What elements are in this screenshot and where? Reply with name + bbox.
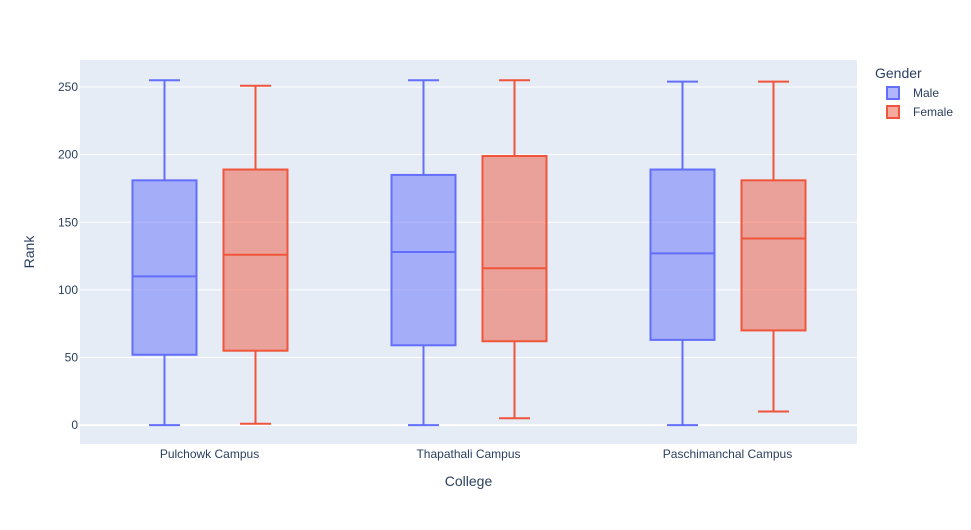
- y-tick-label: 250: [58, 80, 78, 94]
- legend-label: Female: [913, 105, 953, 119]
- legend-item-female[interactable]: Female: [886, 105, 953, 119]
- iqr-box: [222, 168, 289, 352]
- iqr-box: [740, 179, 807, 332]
- x-tick-label: Thapathali Campus: [416, 447, 520, 461]
- legend-item-male[interactable]: Male: [886, 86, 939, 100]
- iqr-box: [390, 173, 457, 347]
- box-male-1[interactable]: [390, 79, 457, 427]
- iqr-box: [481, 155, 548, 343]
- y-tick-labels: 0 50 100 150 200 250: [58, 80, 78, 432]
- y-tick-label: 200: [58, 148, 78, 162]
- x-axis-title: College: [445, 473, 493, 489]
- y-tick-label: 150: [58, 215, 78, 229]
- box-female-1[interactable]: [481, 79, 548, 420]
- box-female-0[interactable]: [222, 84, 289, 425]
- legend-swatch: [886, 86, 900, 100]
- y-tick-label: 0: [71, 418, 78, 432]
- box-female-2[interactable]: [740, 80, 807, 413]
- y-axis-title: Rank: [21, 235, 37, 269]
- x-tick-label: Paschimanchal Campus: [663, 447, 792, 461]
- legend-label: Male: [913, 86, 939, 100]
- plot-background: [80, 60, 857, 444]
- legend-title: Gender: [875, 65, 922, 81]
- y-tick-label: 100: [58, 283, 78, 297]
- legend-items[interactable]: Male Female: [886, 86, 953, 119]
- iqr-box: [649, 168, 716, 341]
- y-tick-label: 50: [65, 350, 79, 364]
- x-tick-label: Pulchowk Campus: [160, 447, 259, 461]
- y-gridlines: [80, 86, 857, 427]
- iqr-box: [131, 179, 198, 356]
- box-male-2[interactable]: [649, 80, 716, 427]
- box-male-0[interactable]: [131, 79, 198, 427]
- box-series: [131, 79, 807, 427]
- x-tick-labels: Pulchowk Campus Thapathali Campus Paschima…: [160, 447, 792, 461]
- legend[interactable]: Gender Male Female: [875, 65, 953, 119]
- legend-swatch: [886, 105, 900, 119]
